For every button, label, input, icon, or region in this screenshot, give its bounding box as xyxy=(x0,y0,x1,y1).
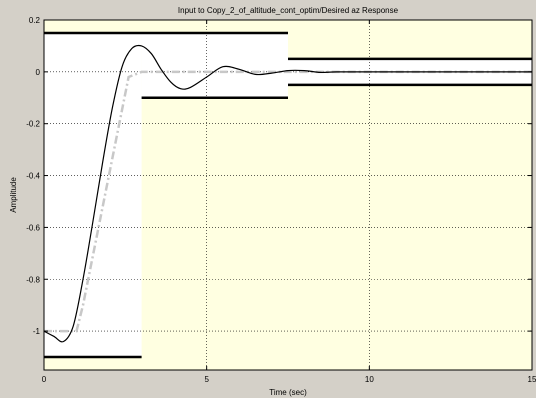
y-tick-label: -0.8 xyxy=(26,275,40,284)
y-tick-label: 0 xyxy=(36,68,41,77)
x-axis: 0 5 10 15 xyxy=(42,20,536,384)
y-tick-label: -0.4 xyxy=(26,172,40,181)
y-axis: 0.2 0 -0.2 -0.4 -0.6 -0.8 -1 xyxy=(26,16,532,336)
y-tick-label: 0.2 xyxy=(29,16,41,25)
x-tick-label: 15 xyxy=(528,375,536,384)
y-tick-label: -1 xyxy=(33,327,41,336)
allowed-region-0 xyxy=(44,32,142,358)
x-axis-title: Time (sec) xyxy=(269,388,307,397)
response-line xyxy=(43,44,532,343)
allowed-region-1 xyxy=(141,32,288,98)
x-tick-label: 0 xyxy=(42,375,47,384)
allowed-regions xyxy=(44,32,532,358)
y-tick-label: -0.2 xyxy=(26,120,40,129)
chart-title: Input to Copy_2_of_altitude_cont_optim/D… xyxy=(178,6,399,15)
constraint-bounds xyxy=(44,31,532,359)
x-tick-label: 10 xyxy=(365,375,374,384)
plot-frame xyxy=(43,19,533,371)
y-tick-label: -0.6 xyxy=(26,223,40,232)
x-tick-label: 5 xyxy=(204,375,209,384)
series-group xyxy=(43,44,532,343)
y-axis-title: Amplitude xyxy=(9,177,18,213)
